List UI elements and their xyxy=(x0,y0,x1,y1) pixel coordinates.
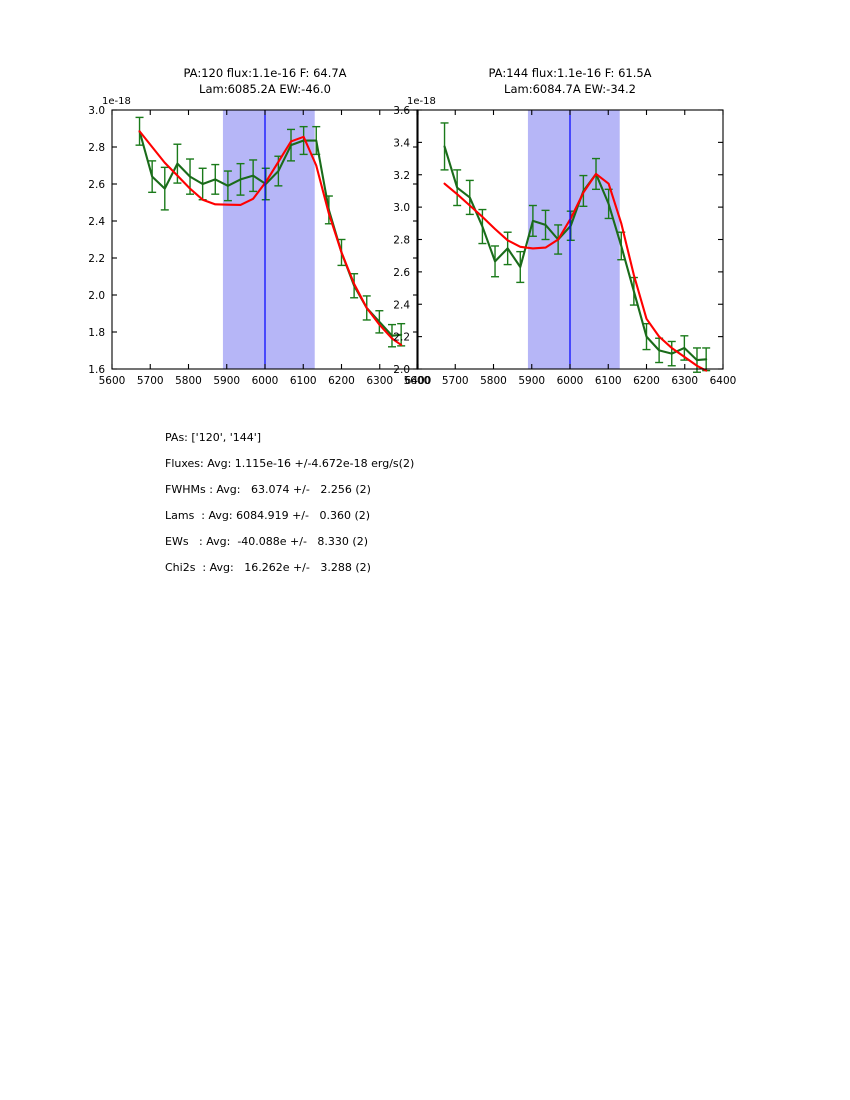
series-spectrum xyxy=(135,116,406,348)
y-tick-label: 2.8 xyxy=(393,235,410,247)
y-tick-label: 2.4 xyxy=(88,216,105,228)
y-tick-label: 3.4 xyxy=(393,137,410,149)
y-tick-label: 2.2 xyxy=(393,332,410,344)
summary-row-ews: EWs : Avg: -40.088e +/- 8.330 (2) xyxy=(165,535,368,548)
x-tick-label: 5600 xyxy=(404,375,431,387)
chart-title-line1: PA:120 flux:1.1e-16 F: 64.7A xyxy=(183,66,346,80)
fit-window-band xyxy=(222,110,315,369)
x-tick-label: 5900 xyxy=(213,375,240,387)
series-model-fit xyxy=(443,172,708,372)
x-tick-label: 5600 xyxy=(99,375,126,387)
y-tick-label: 1.6 xyxy=(88,364,105,376)
x-tick-label: 6100 xyxy=(595,375,622,387)
y-tick-label: 2.2 xyxy=(88,253,105,265)
chart-title-line1: PA:144 flux:1.1e-16 F: 61.5A xyxy=(488,66,651,80)
y-tick-label: 3.0 xyxy=(393,202,410,214)
x-tick-label: 5800 xyxy=(480,375,507,387)
summary-row-lams: Lams : Avg: 6084.919 +/- 0.360 (2) xyxy=(165,509,371,522)
chart-panel-pa-120: PA:120 flux:1.1e-16 F: 64.7A Lam:6085.2A … xyxy=(0,55,432,387)
x-tick-label: 6200 xyxy=(328,375,355,387)
summary-row-chi2s: Chi2s : Avg: 16.262e +/- 3.288 (2) xyxy=(165,561,371,574)
chart-svg-pa-120: PA:120 flux:1.1e-16 F: 64.7A Lam:6085.2A … xyxy=(88,66,432,387)
curve-spectrum xyxy=(443,145,708,362)
x-tick-label: 5700 xyxy=(137,375,164,387)
x-tick-label: 5800 xyxy=(175,375,202,387)
y-axis-offset-label: 1e-18 xyxy=(407,96,436,107)
series-model-fit xyxy=(138,130,403,346)
y-tick-label: 2.6 xyxy=(393,267,410,279)
y-tick-label: 2.0 xyxy=(393,364,410,376)
y-tick-label: 2.6 xyxy=(88,179,105,191)
x-tick-label: 6400 xyxy=(405,375,432,387)
x-tick-label: 6100 xyxy=(290,375,317,387)
x-tick-label: 6300 xyxy=(366,375,393,387)
x-tick-label: 6400 xyxy=(710,375,737,387)
chart-title-line2: Lam:6084.7A EW:-34.2 xyxy=(504,82,636,96)
error-bars xyxy=(440,122,711,373)
y-tick-label: 1.8 xyxy=(88,327,105,339)
x-tick-label: 6000 xyxy=(557,375,584,387)
x-tick-label: 6000 xyxy=(252,375,279,387)
summary-row-pas: PAs: ['120', '144'] xyxy=(165,431,262,444)
y-tick-label: 3.2 xyxy=(393,170,410,182)
x-tick-label: 6300 xyxy=(671,375,698,387)
summary-row-fwhms: FWHMs : Avg: 63.074 +/- 2.256 (2) xyxy=(165,483,371,496)
y-tick-label: 3.0 xyxy=(88,105,105,117)
x-tick-label: 5900 xyxy=(518,375,545,387)
x-tick-label: 6200 xyxy=(633,375,660,387)
chart-title-line2: Lam:6085.2A EW:-46.0 xyxy=(199,82,331,96)
chart-svg-pa-144: PA:144 flux:1.1e-16 F: 61.5A Lam:6084.7A … xyxy=(393,66,737,387)
y-axis-offset-label: 1e-18 xyxy=(102,96,131,107)
summary-text-block: PAs: ['120', '144'] Fluxes: Avg: 1.115e-… xyxy=(165,425,585,581)
summary-row-fluxes: Fluxes: Avg: 1.115e-16 +/-4.672e-18 erg/… xyxy=(165,457,415,470)
curve-model-fit xyxy=(138,130,403,346)
chart-panel-pa-144: PA:144 flux:1.1e-16 F: 61.5A Lam:6084.7A … xyxy=(305,55,785,387)
y-tick-label: 3.6 xyxy=(393,105,410,117)
y-tick-label: 2.8 xyxy=(88,142,105,154)
y-tick-label: 2.0 xyxy=(88,290,105,302)
curve-model-fit xyxy=(443,172,708,372)
x-tick-label: 5700 xyxy=(442,375,469,387)
series-spectrum xyxy=(440,122,711,373)
y-tick-label: 2.4 xyxy=(393,299,410,311)
